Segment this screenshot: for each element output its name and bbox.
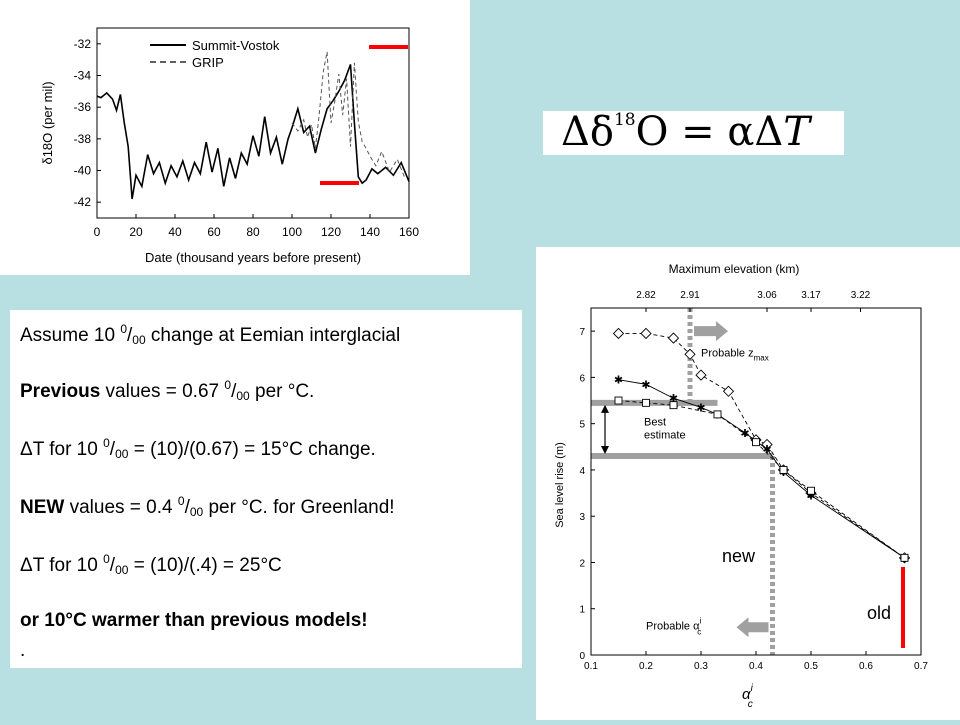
probable-z-label: Probable zmax xyxy=(701,348,769,363)
text-line-4: NEW values = 0.4 0/00 per °C. for Greenl… xyxy=(20,494,395,519)
sea-x-tick: 0.6 xyxy=(859,661,873,672)
equation-delta: Δδ xyxy=(561,109,614,155)
text-line-5: ΔT for 10 0/00 = (10)/(.4) = 25°C xyxy=(20,552,282,577)
sea-y-axis-label: Sea level rise (m) xyxy=(554,442,566,528)
ice-y-tick: -42 xyxy=(74,195,92,209)
sea-x-axis-label: αi c xyxy=(742,683,754,710)
label-new: new xyxy=(722,546,756,566)
sea-top-tick: 3.17 xyxy=(801,290,821,301)
square-point xyxy=(614,396,623,405)
sea-x-tick: 0.7 xyxy=(914,661,928,672)
square-point xyxy=(779,465,788,474)
ice-x-tick: 60 xyxy=(207,225,221,239)
text-line-6: or 10°C warmer than previous models! xyxy=(20,610,368,631)
ice-y-tick: -32 xyxy=(74,37,92,51)
ice-y-tick: -34 xyxy=(74,69,92,83)
star-point: ✱ xyxy=(669,393,678,405)
diamond-point xyxy=(640,327,652,340)
best-estimate-label-2: estimate xyxy=(644,430,686,442)
ice-x-tick: 40 xyxy=(168,225,182,239)
ice-core-chart-panel: 0 20 40 60 80 100 120 140 160 -32 -34 -36 -38 -40 -42 … xyxy=(0,0,470,275)
star-point: ✱ xyxy=(614,375,623,387)
diamond-point xyxy=(722,385,735,397)
sea-x-tick: 0.5 xyxy=(804,661,818,672)
red-marker-bottom xyxy=(320,181,359,185)
sea-top-tick: 3.06 xyxy=(757,290,777,301)
sea-y-tick: 0 xyxy=(579,651,585,662)
square-point xyxy=(752,438,760,447)
diamond-point xyxy=(684,348,696,360)
square-point xyxy=(900,553,909,562)
legend-grip: GRIP xyxy=(192,55,224,70)
red-marker-old xyxy=(901,567,905,648)
ice-x-axis-label: Date (thousand years before present) xyxy=(145,250,361,265)
square-point xyxy=(807,486,815,495)
ice-x-tick: 100 xyxy=(282,225,302,239)
diamond-point xyxy=(612,327,625,340)
best-estimate-label-1: Best xyxy=(644,417,666,429)
sea-y-tick: 2 xyxy=(579,558,585,569)
ice-y-tick: -36 xyxy=(74,100,92,114)
text-line-2: Previous values = 0.67 0/00 per °C. xyxy=(20,378,315,403)
equation-rest: O = α xyxy=(635,109,755,155)
legend-summit-vostok: Summit-Vostok xyxy=(192,38,280,53)
probable-z-arrow xyxy=(694,321,728,342)
sea-x-tick: 0.2 xyxy=(639,661,653,672)
ice-x-tick: 120 xyxy=(321,225,341,239)
sea-level-chart-panel: 0.1 0.2 0.3 0.4 0.5 0.6 0.7 0 1 2 3 4 5 6 7 2.82 2.91 3.0… xyxy=(536,247,960,720)
probable-alpha-label: Probable αi c xyxy=(646,617,701,637)
sea-top-tick: 2.91 xyxy=(680,290,700,301)
sea-x-tick: 0.1 xyxy=(584,661,598,672)
sea-top-axis-label: Maximum elevation (km) xyxy=(669,262,800,276)
ice-y-tick: -40 xyxy=(74,164,92,178)
star-point: ✱ xyxy=(762,444,771,456)
equation: Δδ18O = αΔT xyxy=(561,109,810,155)
label-old: old xyxy=(867,603,892,623)
series-grip-line xyxy=(291,51,406,179)
equation-variable: T xyxy=(783,109,810,155)
series-star-line xyxy=(618,379,905,559)
square-point xyxy=(642,398,650,407)
ice-x-tick: 80 xyxy=(246,225,260,239)
sea-y-tick: 6 xyxy=(579,373,585,384)
text-panel: Assume 10 0/00 change at Eemian intergla… xyxy=(10,310,522,668)
sea-x-tick: 0.4 xyxy=(749,661,763,672)
ice-x-tick: 160 xyxy=(399,225,419,239)
square-point xyxy=(713,410,722,419)
ice-x-tick: 140 xyxy=(360,225,380,239)
ice-core-chart: 0 20 40 60 80 100 120 140 160-32-34-36-38-40-42 … xyxy=(40,27,419,265)
ice-x-tick: 20 xyxy=(129,225,143,239)
ice-x-tick: 0 xyxy=(94,225,101,239)
sea-top-tick: 2.82 xyxy=(636,290,656,301)
ice-y-axis-label: δ18O (per mil) xyxy=(40,81,55,164)
equation-panel: Δδ18O = αΔT xyxy=(543,109,844,155)
star-point: ✱ xyxy=(641,379,650,391)
star-point: ✱ xyxy=(806,490,815,502)
sea-y-tick: 7 xyxy=(579,327,585,338)
text-line-1: Assume 10 0/00 change at Eemian intergla… xyxy=(20,322,401,347)
ice-y-tick: -38 xyxy=(74,132,92,146)
diamond-point xyxy=(667,332,680,344)
equation-delta2: Δ xyxy=(754,109,784,155)
sea-y-tick: 3 xyxy=(579,512,585,523)
sea-level-chart: 0.1 0.2 0.3 0.4 0.5 0.6 0.7 0 1 2 3 4 5 6 7 2.82 2.91 3.0… xyxy=(554,262,928,710)
sea-y-tick: 5 xyxy=(579,420,585,431)
sea-top-tick: 3.22 xyxy=(851,290,871,301)
series-summit-vostok-line xyxy=(96,64,410,200)
equation-superscript: 18 xyxy=(613,110,636,130)
probable-alpha-arrow xyxy=(736,617,769,638)
square-point xyxy=(669,401,678,410)
red-marker-top xyxy=(369,45,408,49)
text-line-3: ΔT for 10 0/00 = (10)/(0.67) = 15°C chan… xyxy=(20,436,376,461)
text-line-7: . xyxy=(20,640,26,661)
sea-x-tick: 0.3 xyxy=(694,661,708,672)
sea-y-tick: 1 xyxy=(579,605,585,616)
sea-y-tick: 4 xyxy=(579,466,585,477)
diamond-point xyxy=(695,369,707,381)
star-point: ✱ xyxy=(696,402,705,414)
